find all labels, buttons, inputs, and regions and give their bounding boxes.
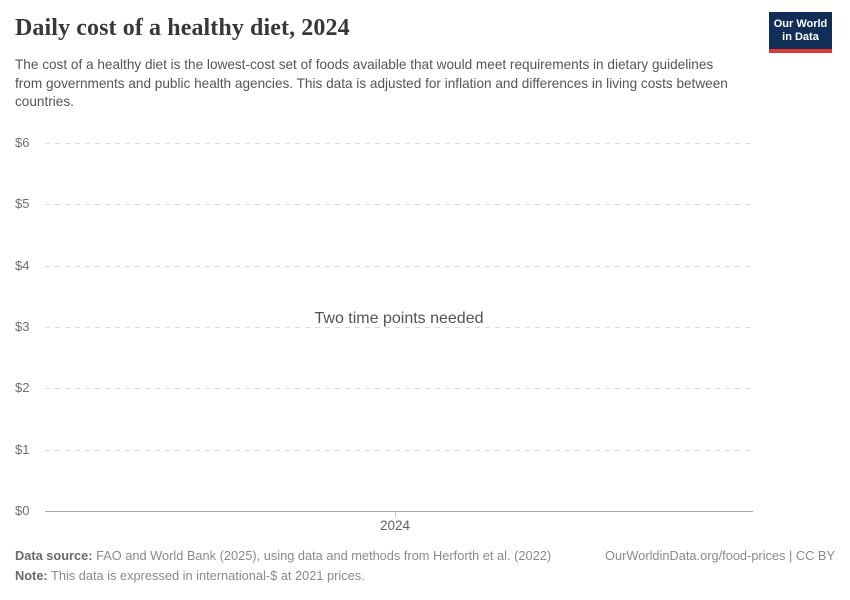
y-tick-label-2: $2 bbox=[15, 380, 30, 396]
gridline-4 bbox=[45, 266, 753, 267]
y-tick-label-3: $3 bbox=[15, 319, 30, 335]
y-tick-label-5: $5 bbox=[15, 196, 30, 212]
footer-link[interactable]: OurWorldinData.org/food-prices | CC BY bbox=[605, 548, 835, 563]
gridline-1 bbox=[45, 450, 753, 451]
gridline-5 bbox=[45, 204, 753, 205]
y-tick-label-0: $0 bbox=[15, 503, 30, 519]
x-tick-label: 2024 bbox=[379, 518, 411, 533]
footer-datasource-row: Data source: FAO and World Bank (2025), … bbox=[15, 548, 835, 564]
empty-state-message: Two time points needed bbox=[314, 310, 484, 327]
footer-note-label: Note: bbox=[15, 568, 48, 583]
x-axis-line bbox=[45, 511, 753, 512]
footer-datasource-label: Data source: bbox=[15, 548, 93, 563]
owid-logo-line1: Our World bbox=[773, 18, 828, 30]
owid-logo-accent-bar bbox=[769, 49, 832, 53]
chart-title: Daily cost of a healthy diet, 2024 bbox=[15, 15, 350, 41]
footer-datasource-text: FAO and World Bank (2025), using data an… bbox=[96, 548, 552, 563]
gridline-6 bbox=[45, 143, 753, 144]
y-tick-label-1: $1 bbox=[15, 442, 30, 458]
owid-logo[interactable]: Our World in Data bbox=[769, 12, 832, 53]
owid-logo-line2: in Data bbox=[782, 31, 819, 43]
gridline-2 bbox=[45, 388, 753, 389]
footer-datasource: Data source: FAO and World Bank (2025), … bbox=[15, 548, 551, 564]
y-tick-label-4: $4 bbox=[15, 258, 30, 274]
chart-subtitle: The cost of a healthy diet is the lowest… bbox=[15, 57, 728, 109]
footer-note-text: This data is expressed in international-… bbox=[51, 568, 365, 583]
gridline-3 bbox=[45, 327, 753, 328]
x-axis-tick bbox=[395, 512, 396, 517]
footer-note-row: Note: This data is expressed in internat… bbox=[15, 568, 365, 584]
y-tick-label-6: $6 bbox=[15, 135, 30, 151]
owid-logo-text: Our World in Data bbox=[769, 12, 832, 49]
